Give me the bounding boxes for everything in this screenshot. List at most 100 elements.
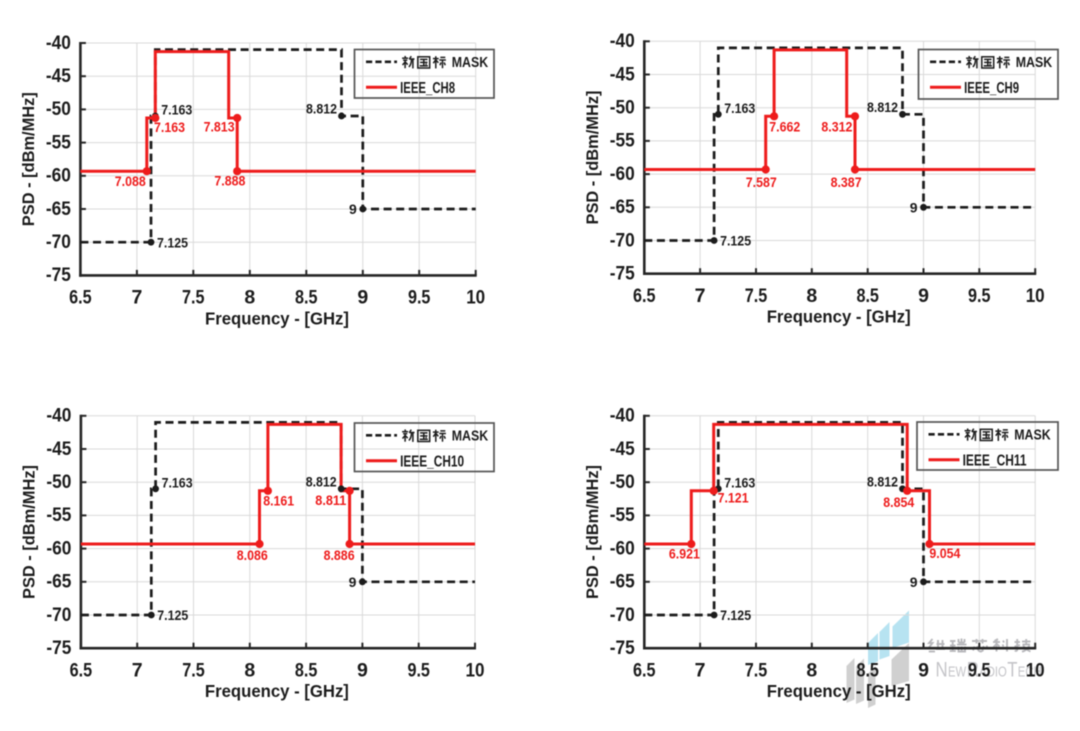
svg-text:-45: -45 xyxy=(46,65,71,87)
svg-text:7: 7 xyxy=(695,285,706,307)
svg-text:-65: -65 xyxy=(46,198,71,220)
svg-text:8.5: 8.5 xyxy=(856,659,879,681)
svg-text:8: 8 xyxy=(244,659,255,681)
svg-text:6.5: 6.5 xyxy=(633,285,656,307)
svg-text:-40: -40 xyxy=(46,32,71,54)
svg-text:9: 9 xyxy=(910,574,918,590)
svg-text:-50: -50 xyxy=(610,471,635,493)
svg-text:-50: -50 xyxy=(46,98,71,120)
svg-text:9: 9 xyxy=(349,201,357,217)
svg-text:7.5: 7.5 xyxy=(745,285,768,307)
svg-text:8.086: 8.086 xyxy=(237,547,268,563)
svg-text:9.5: 9.5 xyxy=(408,287,431,309)
svg-text:PSD - [dBm/MHz]: PSD - [dBm/MHz] xyxy=(583,465,602,599)
svg-text:6.921: 6.921 xyxy=(669,546,700,562)
svg-text:7: 7 xyxy=(131,287,142,309)
svg-text:9: 9 xyxy=(918,659,929,681)
svg-text:9.5: 9.5 xyxy=(407,659,430,681)
svg-text:-75: -75 xyxy=(46,264,71,286)
svg-text:IEEE_CH11: IEEE_CH11 xyxy=(963,452,1027,469)
svg-text:-70: -70 xyxy=(46,231,71,253)
svg-text:8: 8 xyxy=(806,285,817,307)
svg-text:PSD - [dBm/MHz]: PSD - [dBm/MHz] xyxy=(19,465,38,599)
svg-text:8.5: 8.5 xyxy=(295,287,318,309)
svg-text:7.125: 7.125 xyxy=(157,234,188,250)
svg-text:-55: -55 xyxy=(46,131,71,153)
svg-text:9: 9 xyxy=(349,574,357,590)
svg-text:Frequency - [GHz]: Frequency - [GHz] xyxy=(205,308,349,328)
svg-text:ECH: ECH xyxy=(1018,663,1042,680)
svg-text:8: 8 xyxy=(244,287,255,309)
svg-text:6.5: 6.5 xyxy=(70,659,93,681)
svg-text:MASK: MASK xyxy=(452,428,489,445)
svg-text:7.5: 7.5 xyxy=(182,287,205,309)
svg-text:9: 9 xyxy=(357,659,368,681)
svg-text:PSD - [dBm/MHz]: PSD - [dBm/MHz] xyxy=(583,91,602,225)
svg-text:10: 10 xyxy=(1026,285,1045,307)
svg-text:7.813: 7.813 xyxy=(204,118,235,134)
svg-text:7.662: 7.662 xyxy=(769,119,800,135)
svg-text:MASK: MASK xyxy=(1014,427,1051,444)
svg-text:-75: -75 xyxy=(610,637,635,659)
svg-text:-55: -55 xyxy=(46,504,71,526)
svg-text:-60: -60 xyxy=(46,537,71,559)
svg-text:10: 10 xyxy=(466,287,485,309)
svg-text:6.5: 6.5 xyxy=(69,287,92,309)
svg-text:Frequency - [GHz]: Frequency - [GHz] xyxy=(205,681,349,701)
svg-text:Frequency - [GHz]: Frequency - [GHz] xyxy=(767,681,911,701)
svg-text:7.125: 7.125 xyxy=(720,607,751,623)
svg-text:-45: -45 xyxy=(46,438,71,460)
svg-text:-75: -75 xyxy=(46,637,71,659)
svg-text:9.5: 9.5 xyxy=(968,659,991,681)
svg-text:MASK: MASK xyxy=(452,54,489,71)
svg-text:7: 7 xyxy=(695,659,706,681)
svg-text:9: 9 xyxy=(918,285,929,307)
svg-text:IEEE_CH9: IEEE_CH9 xyxy=(964,80,1019,97)
svg-text:-50: -50 xyxy=(610,97,635,119)
svg-text:-65: -65 xyxy=(46,571,71,593)
svg-text:7: 7 xyxy=(132,659,143,681)
svg-text:-60: -60 xyxy=(610,163,635,185)
svg-text:-40: -40 xyxy=(610,30,635,52)
svg-text:8.812: 8.812 xyxy=(867,474,898,490)
svg-text:7.5: 7.5 xyxy=(182,659,205,681)
svg-text:8.812: 8.812 xyxy=(306,474,337,490)
svg-text:7.5: 7.5 xyxy=(745,659,768,681)
svg-text:Frequency - [GHz]: Frequency - [GHz] xyxy=(767,307,911,327)
svg-text:9.5: 9.5 xyxy=(968,285,991,307)
svg-text:-40: -40 xyxy=(46,405,71,427)
svg-text:7.163: 7.163 xyxy=(724,475,755,491)
svg-text:-70: -70 xyxy=(610,229,635,251)
svg-text:-55: -55 xyxy=(610,504,635,526)
svg-text:-70: -70 xyxy=(46,604,71,626)
svg-text:-45: -45 xyxy=(610,438,635,460)
svg-text:-55: -55 xyxy=(610,130,635,152)
svg-text:8.886: 8.886 xyxy=(324,547,355,563)
svg-text:6.5: 6.5 xyxy=(633,659,656,681)
svg-text:7.121: 7.121 xyxy=(718,489,749,505)
svg-text:-65: -65 xyxy=(610,196,635,218)
svg-text:8.5: 8.5 xyxy=(295,659,318,681)
svg-text:8: 8 xyxy=(806,659,817,681)
svg-text:-50: -50 xyxy=(46,471,71,493)
svg-text:-60: -60 xyxy=(46,165,71,187)
svg-text:7.888: 7.888 xyxy=(214,172,245,188)
svg-text:ADIO: ADIO xyxy=(979,663,1007,680)
svg-text:8.812: 8.812 xyxy=(867,99,898,115)
svg-text:9: 9 xyxy=(910,200,918,216)
svg-text:7.125: 7.125 xyxy=(157,607,188,623)
svg-text:7.088: 7.088 xyxy=(115,173,146,189)
svg-text:EW: EW xyxy=(948,663,967,680)
svg-text:8.312: 8.312 xyxy=(821,119,852,135)
svg-text:-45: -45 xyxy=(610,63,635,85)
svg-text:IEEE_CH10: IEEE_CH10 xyxy=(400,453,464,470)
svg-text:10: 10 xyxy=(466,659,485,681)
svg-text:7.163: 7.163 xyxy=(161,102,192,118)
svg-text:8.854: 8.854 xyxy=(883,494,914,510)
svg-text:R: R xyxy=(967,659,979,682)
svg-text:9: 9 xyxy=(357,287,368,309)
svg-text:N: N xyxy=(936,659,948,682)
svg-text:8.387: 8.387 xyxy=(831,174,862,190)
svg-text:8.811: 8.811 xyxy=(315,492,346,508)
svg-text:10: 10 xyxy=(1026,659,1045,681)
